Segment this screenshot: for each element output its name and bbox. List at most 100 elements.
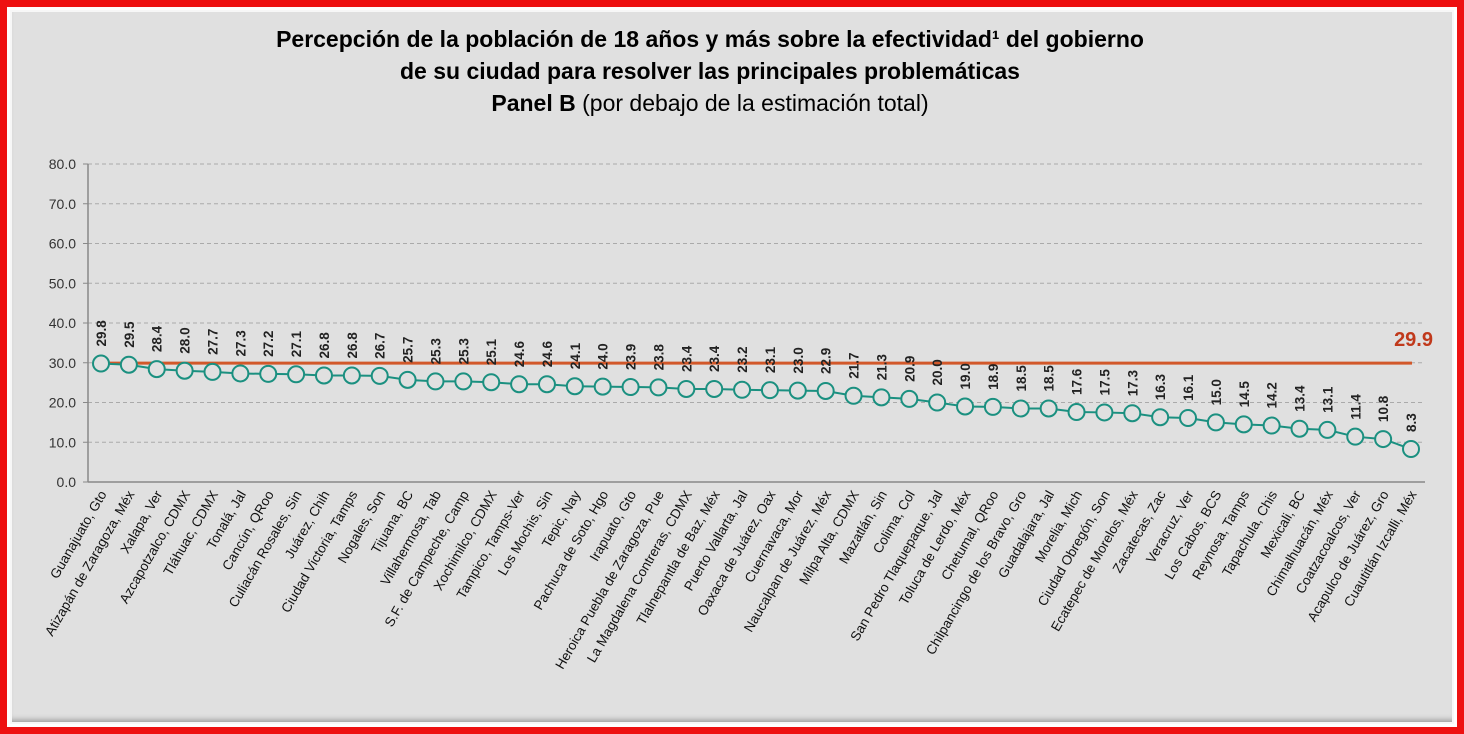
- data-label: 25.3: [428, 338, 443, 365]
- data-label: 11.4: [1348, 394, 1363, 420]
- data-label: 8.3: [1404, 413, 1419, 432]
- y-tick-label: 60.0: [49, 236, 76, 252]
- data-point: [1402, 440, 1420, 459]
- data-point: [203, 362, 222, 381]
- y-tick-label: 40.0: [49, 315, 76, 331]
- data-point: [1151, 408, 1170, 427]
- data-point: [844, 386, 863, 405]
- y-tick-label: 30.0: [49, 355, 76, 371]
- data-point: [231, 364, 250, 383]
- data-point: [1318, 420, 1337, 439]
- data-label: 10.8: [1376, 395, 1391, 422]
- data-label: 21.7: [847, 352, 862, 378]
- data-label: 13.1: [1320, 386, 1335, 413]
- data-point: [621, 377, 640, 396]
- data-label: 20.9: [902, 356, 917, 382]
- data-point: [147, 360, 166, 379]
- data-point: [733, 380, 752, 399]
- data-label: 26.7: [373, 333, 388, 359]
- data-label: 24.1: [568, 342, 583, 369]
- data-label: 19.0: [958, 363, 973, 389]
- data-label: 25.7: [401, 337, 416, 363]
- data-label: 16.3: [1153, 373, 1168, 400]
- data-label: 16.1: [1181, 374, 1196, 401]
- chart-title-line2: de su ciudad para resolver las principal…: [400, 58, 1020, 84]
- data-point: [1290, 419, 1309, 438]
- data-label: 21.3: [874, 354, 889, 381]
- data-point: [537, 375, 556, 394]
- data-label: 23.0: [791, 347, 806, 373]
- data-point: [928, 393, 947, 412]
- chart-subtitle: Panel B (por debajo de la estimación tot…: [0, 88, 1420, 119]
- panel-label: Panel B: [491, 90, 576, 116]
- data-point: [705, 379, 724, 398]
- data-point: [983, 397, 1002, 416]
- data-label: 27.1: [289, 331, 304, 358]
- data-point: [370, 366, 389, 385]
- y-tick-label: 0.0: [57, 474, 77, 490]
- data-point: [1123, 404, 1142, 423]
- data-point: [1206, 413, 1225, 432]
- data-point: [259, 364, 278, 383]
- data-label: 20.0: [930, 359, 945, 385]
- data-point: [482, 373, 501, 392]
- data-label: 29.8: [94, 320, 109, 347]
- data-label: 23.2: [735, 346, 750, 372]
- data-label: 22.9: [819, 348, 834, 374]
- data-point: [342, 366, 361, 385]
- data-label: 24.6: [540, 340, 555, 367]
- data-label: 27.2: [261, 331, 276, 357]
- data-point: [175, 361, 194, 380]
- data-point: [565, 377, 584, 396]
- data-label: 24.0: [596, 343, 611, 369]
- y-tick-label: 80.0: [49, 156, 76, 172]
- data-label: 28.0: [178, 327, 193, 353]
- data-label: 26.8: [317, 332, 332, 359]
- data-label: 24.6: [512, 340, 527, 367]
- data-point: [287, 365, 306, 384]
- panel-description: (por debajo de la estimación total): [575, 90, 929, 116]
- data-label: 17.5: [1097, 369, 1112, 396]
- data-point: [510, 375, 529, 394]
- data-point: [677, 379, 696, 398]
- data-point: [1346, 427, 1365, 446]
- y-tick-label: 50.0: [49, 275, 76, 291]
- data-point: [314, 366, 333, 385]
- data-label: 27.3: [233, 330, 248, 357]
- chart-panel: [10, 10, 1454, 724]
- data-label: 25.3: [456, 338, 471, 365]
- data-point: [900, 389, 919, 408]
- data-label: 13.4: [1293, 385, 1308, 412]
- data-label: 23.4: [679, 345, 694, 372]
- data-point: [1179, 409, 1198, 428]
- data-label: 23.8: [651, 344, 666, 371]
- data-label: 23.4: [707, 345, 722, 372]
- data-label: 17.3: [1125, 369, 1140, 396]
- data-label: 15.0: [1209, 379, 1224, 405]
- data-point: [454, 372, 473, 391]
- data-label: 18.9: [986, 364, 1001, 390]
- data-label: 25.1: [484, 338, 499, 365]
- data-point: [956, 397, 975, 416]
- data-label: 27.7: [205, 329, 220, 355]
- data-point: [92, 354, 110, 373]
- data-point: [426, 372, 445, 391]
- data-point: [1262, 416, 1281, 435]
- data-point: [119, 355, 138, 374]
- data-label: 28.4: [150, 325, 165, 352]
- data-point: [398, 370, 417, 389]
- y-tick-label: 10.0: [49, 434, 76, 450]
- y-tick-label: 70.0: [49, 196, 76, 212]
- chart-title-line1: Percepción de la población de 18 años y …: [276, 26, 1144, 52]
- data-label: 14.5: [1237, 381, 1252, 408]
- data-label: 23.9: [624, 344, 639, 370]
- data-point: [760, 381, 779, 400]
- data-label: 14.2: [1265, 382, 1280, 408]
- data-point: [1095, 403, 1114, 422]
- data-point: [1234, 415, 1253, 434]
- data-label: 29.5: [122, 321, 137, 348]
- data-point: [649, 378, 668, 397]
- data-point: [1067, 403, 1086, 422]
